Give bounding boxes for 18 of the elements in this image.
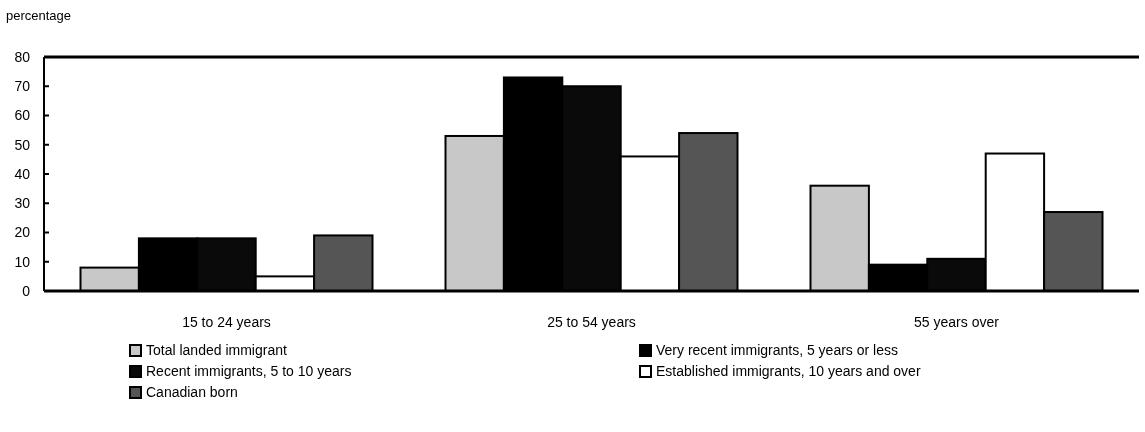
legend-label: Very recent immigrants, 5 years or less [656, 341, 898, 358]
y-tick-label: 0 [22, 282, 31, 299]
y-tick-label: 70 [14, 78, 31, 95]
y-tick-label: 80 [14, 48, 31, 65]
x-tick-label: 25 to 54 years [547, 314, 636, 330]
y-tick-label: 40 [14, 165, 31, 182]
legend-label: Total landed immigrant [146, 341, 287, 358]
y-axis-title: percentage [6, 8, 72, 23]
x-tick-label: 15 to 24 years [182, 314, 271, 330]
y-tick-label: 60 [14, 107, 31, 124]
y-tick-label: 50 [14, 136, 31, 153]
legend-label: Recent immigrants, 5 to 10 years [146, 362, 352, 379]
x-tick-label: 55 years over [914, 314, 1000, 330]
y-tick-label: 10 [14, 253, 31, 270]
y-tick-label: 30 [14, 195, 31, 212]
y-tick-label: 20 [14, 224, 31, 241]
legend-label: Established immigrants, 10 years and over [656, 362, 921, 379]
legend-label: Canadian born [146, 383, 238, 400]
